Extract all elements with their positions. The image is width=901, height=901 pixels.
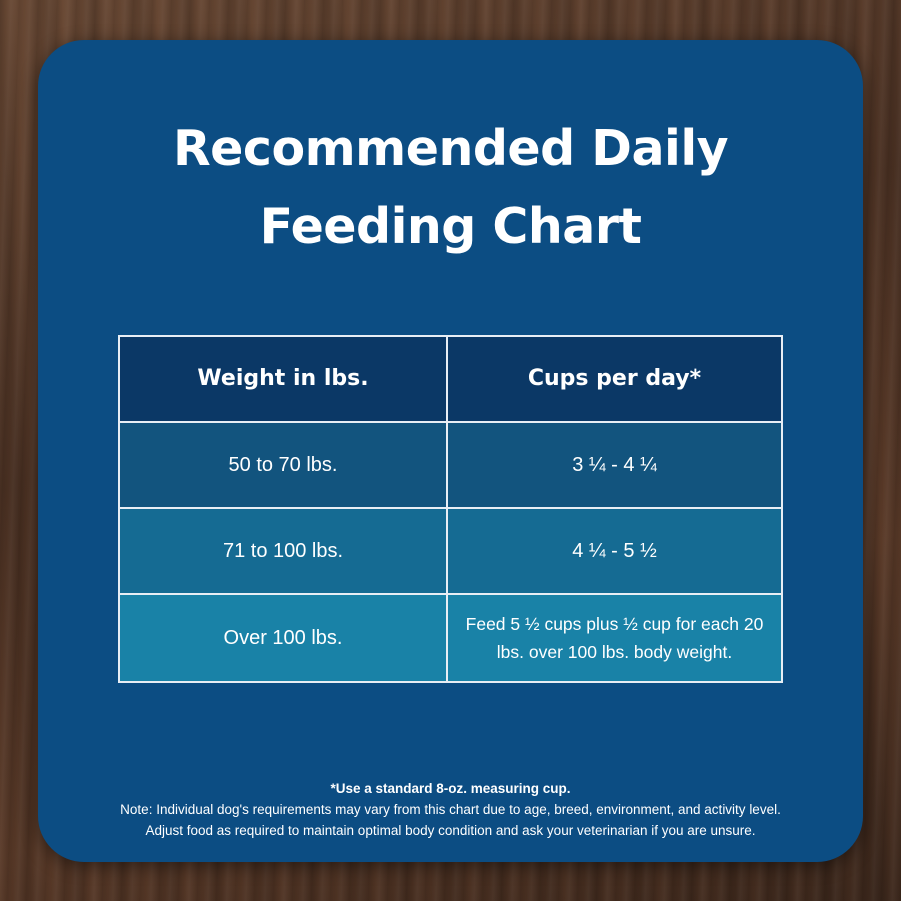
chart-title: Recommended Daily Feeding Chart <box>38 110 863 266</box>
title-line-1: Recommended Daily <box>172 120 729 177</box>
row-1-cups: 3 ¼ - 4 ¼ <box>448 423 781 509</box>
note-line-2: Adjust food as required to maintain opti… <box>145 823 756 838</box>
header-cups: Cups per day* <box>448 337 781 423</box>
feeding-table: Weight in lbs. Cups per day* 50 to 70 lb… <box>118 335 783 683</box>
note-line-1: Note: Individual dog's requirements may … <box>120 802 781 817</box>
row-2-weight: 71 to 100 lbs. <box>120 509 448 595</box>
row-3-weight: Over 100 lbs. <box>120 595 448 681</box>
footnotes: *Use a standard 8-oz. measuring cup. Not… <box>38 778 863 841</box>
row-2-cups: 4 ¼ - 5 ½ <box>448 509 781 595</box>
measuring-cup-note: *Use a standard 8-oz. measuring cup. <box>330 781 571 796</box>
feeding-chart-card: Recommended Daily Feeding Chart Weight i… <box>38 40 863 862</box>
title-line-2: Feeding Chart <box>259 198 642 255</box>
row-3-cups: Feed 5 ½ cups plus ½ cup for each 20 lbs… <box>448 595 781 681</box>
row-1-weight: 50 to 70 lbs. <box>120 423 448 509</box>
header-weight: Weight in lbs. <box>120 337 448 423</box>
